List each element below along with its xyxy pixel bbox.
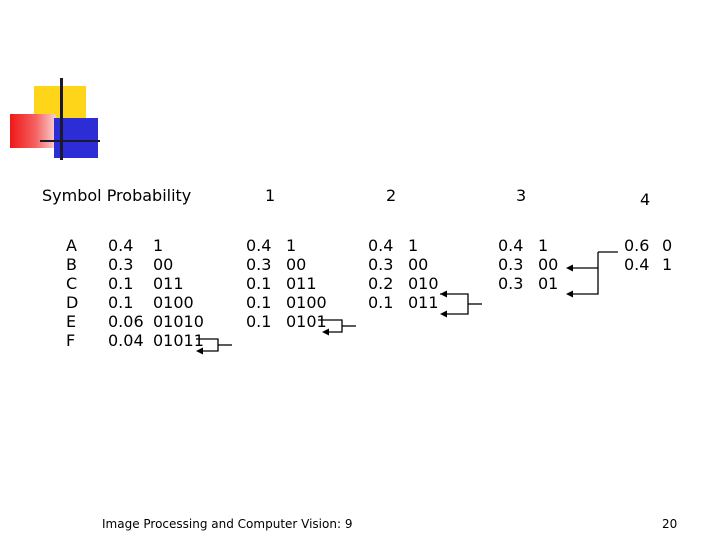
table-cell: 0.4 [108, 236, 134, 255]
table-cell: 0.4 [368, 236, 394, 255]
step3-probability-column: 0.4 0.3 0.3 [498, 236, 523, 293]
table-cell: 1 [286, 236, 297, 255]
table-cell: 1 [408, 236, 419, 255]
table-cell: 00 [153, 255, 174, 274]
table-cell: 011 [408, 293, 439, 312]
merge-bracket-2 [440, 293, 469, 315]
footer-title: Image Processing and Computer Vision: 9 [102, 517, 353, 531]
table-cell: 0100 [153, 293, 194, 312]
step1-code-column: 1 00 011 0100 0101 [286, 236, 327, 331]
table-cell: 1 [662, 255, 673, 274]
table-cell: 0.3 [498, 274, 524, 293]
decorative-vertical-line [60, 78, 63, 160]
table-cell: 0.3 [498, 255, 524, 274]
table-cell: D [66, 293, 79, 312]
table-cell: 1 [153, 236, 164, 255]
table-cell: 0.2 [368, 274, 394, 293]
table-cell: 0.3 [246, 255, 272, 274]
step2-code-column: 1 00 010 011 [408, 236, 439, 312]
merge-bracket-0 [196, 338, 219, 352]
step3-code-column: 1 00 01 [538, 236, 558, 293]
table-cell: A [66, 236, 77, 255]
table-cell: 011 [286, 274, 317, 293]
table-cell: C [66, 274, 78, 293]
step-1-header: 1 [265, 186, 276, 205]
decorative-horizontal-line [40, 140, 100, 142]
table-cell: 0100 [286, 293, 327, 312]
table-cell: 0.6 [624, 236, 650, 255]
table-cell: B [66, 255, 77, 274]
arrow-head-5 [566, 290, 573, 298]
table-cell: 0101 [286, 312, 327, 331]
table-cell: 0.1 [246, 312, 272, 331]
merge-bracket-1 [318, 319, 343, 333]
page-number: 20 [662, 517, 678, 531]
initial-code-column: 1 00 011 0100 01010 01011 [153, 236, 204, 350]
table-cell: 0.06 [108, 312, 144, 331]
step-4-header: 4 [640, 190, 651, 209]
initial-probability-column: 0.4 0.3 0.1 0.1 0.06 0.04 [108, 236, 144, 350]
table-cell: 1 [538, 236, 549, 255]
table-cell: 0.4 [246, 236, 272, 255]
table-cell: 0.1 [246, 274, 272, 293]
table-cell: 0.1 [108, 293, 134, 312]
table-cell: 0.1 [368, 293, 394, 312]
merge-bracket-3 [568, 267, 599, 295]
table-cell: 01 [538, 274, 559, 293]
table-cell: 011 [153, 274, 184, 293]
table-cell: 0.04 [108, 331, 144, 350]
arrow-head-3 [440, 310, 447, 318]
step4-probability-column: 0.6 0.4 [624, 236, 649, 274]
step-2-header: 2 [386, 186, 397, 205]
symbol-probability-header: Symbol Probability [42, 186, 192, 205]
table-cell: 01011 [153, 331, 204, 350]
table-cell: 0.1 [246, 293, 272, 312]
table-cell: E [66, 312, 77, 331]
table-cell: 0.3 [108, 255, 134, 274]
step-3-header: 3 [516, 186, 527, 205]
table-cell: 0.4 [624, 255, 650, 274]
table-cell: 00 [408, 255, 429, 274]
arrow-head-1 [322, 328, 329, 336]
decorative-red-gradient [10, 114, 56, 148]
table-cell: F [66, 331, 76, 350]
table-cell: 0 [662, 236, 673, 255]
step2-probability-column: 0.4 0.3 0.2 0.1 [368, 236, 393, 312]
arrow-head-0 [196, 347, 203, 355]
table-cell: 0.4 [498, 236, 524, 255]
table-cell: 00 [286, 255, 307, 274]
arrow-head-4 [566, 264, 573, 272]
table-cell: 010 [408, 274, 439, 293]
arrow-head-2 [440, 290, 447, 298]
table-cell: 0.1 [108, 274, 134, 293]
step1-probability-column: 0.4 0.3 0.1 0.1 0.1 [246, 236, 271, 331]
table-cell: 00 [538, 255, 559, 274]
table-cell: 01010 [153, 312, 204, 331]
table-cell: 0.3 [368, 255, 394, 274]
